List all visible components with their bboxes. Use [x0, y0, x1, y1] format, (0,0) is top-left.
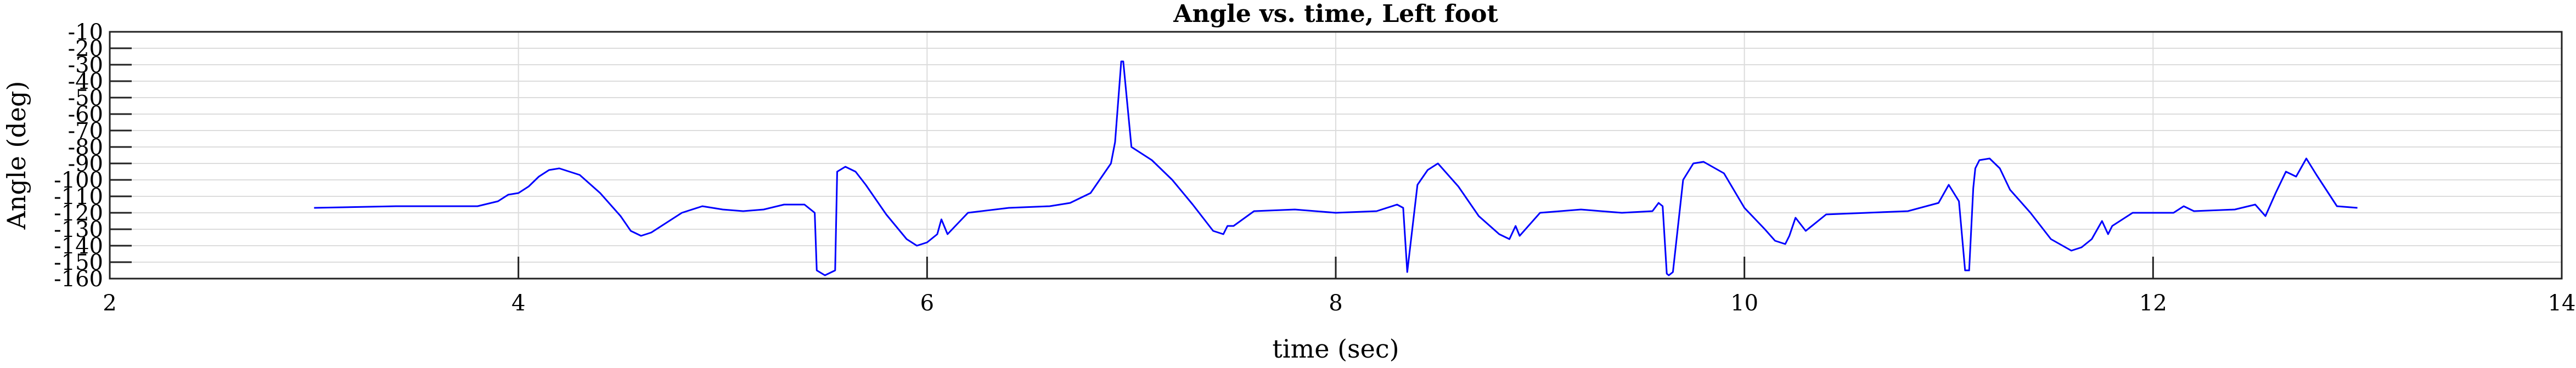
y-tick-label: -80 [68, 135, 103, 160]
x-tick-label: 4 [511, 291, 525, 316]
y-tick-label: -20 [68, 36, 103, 61]
y-tick-label: -150 [54, 250, 103, 275]
x-tick-label: 2 [103, 291, 116, 316]
y-tick-label: -100 [54, 168, 103, 193]
x-tick-label: 6 [920, 291, 934, 316]
y-tick-label: -10 [68, 20, 103, 45]
y-tick-label: -40 [68, 69, 103, 94]
y-tick-label: -120 [54, 201, 103, 226]
y-tick-label: -110 [54, 184, 103, 210]
y-tick-label: -60 [68, 102, 103, 127]
y-tick-label: -90 [68, 151, 103, 177]
y-tick-label: -50 [68, 86, 103, 111]
series-line [314, 60, 2358, 276]
x-tick-label: 10 [1730, 291, 1758, 316]
y-tick-label: -160 [54, 267, 103, 292]
y-tick-label: -130 [54, 217, 103, 242]
y-tick-label: -140 [54, 234, 103, 259]
x-tick-label: 12 [2139, 291, 2167, 316]
axis-ticks: 2 4 6 8 10 12 14 -10-20-30-40-50-60-70-80-90-10… [54, 20, 2575, 316]
x-tick-label: 14 [2548, 291, 2576, 316]
x-axis-label: time (sec) [1272, 334, 1399, 364]
chart-title: Angle vs. time, Left foot [1173, 0, 1498, 28]
series-layer [314, 60, 2358, 276]
y-tick-label: -30 [68, 53, 103, 78]
y-axis-label: Angle (deg) [2, 81, 31, 230]
y-tick-label: -70 [68, 118, 103, 144]
x-tick-label: 8 [1329, 291, 1342, 316]
